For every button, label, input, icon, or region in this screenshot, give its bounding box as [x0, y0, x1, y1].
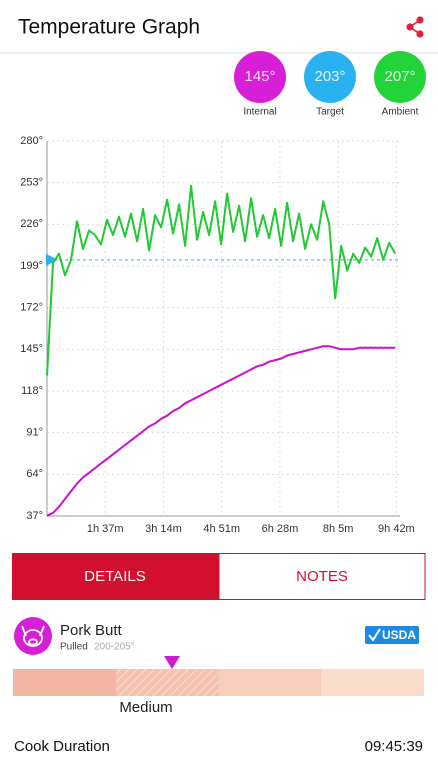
- y-tick-label: 172°: [20, 302, 43, 314]
- meat-style: Pulled: [60, 642, 88, 653]
- meat-icon: [14, 617, 52, 655]
- doneness-bar: [13, 669, 424, 696]
- y-tick-label: 280°: [20, 135, 43, 147]
- tab-label[interactable]: DETAILS: [84, 568, 145, 585]
- meat-name: Pork Butt: [60, 622, 123, 639]
- y-tick-label: 64°: [26, 468, 43, 480]
- meat-range: 200-205°: [94, 642, 135, 653]
- gauge-label: Ambient: [382, 107, 419, 118]
- share-button[interactable]: [406, 16, 424, 38]
- gauge-circle: [304, 51, 356, 103]
- notes-tab[interactable]: [218, 553, 426, 600]
- target-marker: [46, 253, 58, 266]
- y-tick-label: 226°: [20, 218, 43, 230]
- gauge-circle: [234, 51, 286, 103]
- temperature-chart: 37° 64° 91° 118° 145° 172° 199° 226° 253° 280° 1h …: [20, 135, 415, 535]
- gauges: 145° Internal 203° Target 207° Ambient: [234, 51, 426, 118]
- doneness-label: Medium: [119, 699, 172, 716]
- app-bar: [0, 0, 438, 53]
- gauge-circle: [374, 51, 426, 103]
- details-tab[interactable]: [12, 553, 219, 600]
- gauge-label: Internal: [243, 107, 276, 118]
- y-tick-label: 37°: [26, 510, 43, 522]
- y-tick-label: 91°: [26, 427, 43, 439]
- gauge-label: Target: [316, 107, 344, 118]
- x-tick-label: 8h 5m: [323, 523, 354, 535]
- badge-label: USDA: [382, 628, 416, 642]
- x-tick-label: 3h 14m: [145, 523, 182, 535]
- y-tick-label: 199°: [20, 260, 43, 272]
- series-line: [46, 184, 397, 376]
- y-tick-label: 145°: [20, 343, 43, 355]
- check-icon: [368, 628, 381, 642]
- x-tick-label: 9h 42m: [378, 523, 415, 535]
- gauge-value: 207°: [384, 68, 415, 85]
- x-tick-label: 4h 51m: [203, 523, 240, 535]
- pig-icon: [21, 625, 45, 647]
- gauge-value: 145°: [244, 68, 275, 85]
- duration-label: Cook Duration: [14, 738, 110, 755]
- page-title: Temperature Graph: [18, 16, 200, 39]
- x-tick-label: 1h 37m: [87, 523, 124, 535]
- x-tick-label: 6h 28m: [262, 523, 299, 535]
- duration-value: 09:45:39: [365, 738, 423, 755]
- series-line: [46, 345, 396, 517]
- doneness-marker: [164, 656, 180, 669]
- y-tick-label: 253°: [20, 177, 43, 189]
- gauge-value: 203°: [314, 68, 345, 85]
- tab-label[interactable]: NOTES: [296, 568, 348, 585]
- y-tick-label: 118°: [21, 385, 43, 397]
